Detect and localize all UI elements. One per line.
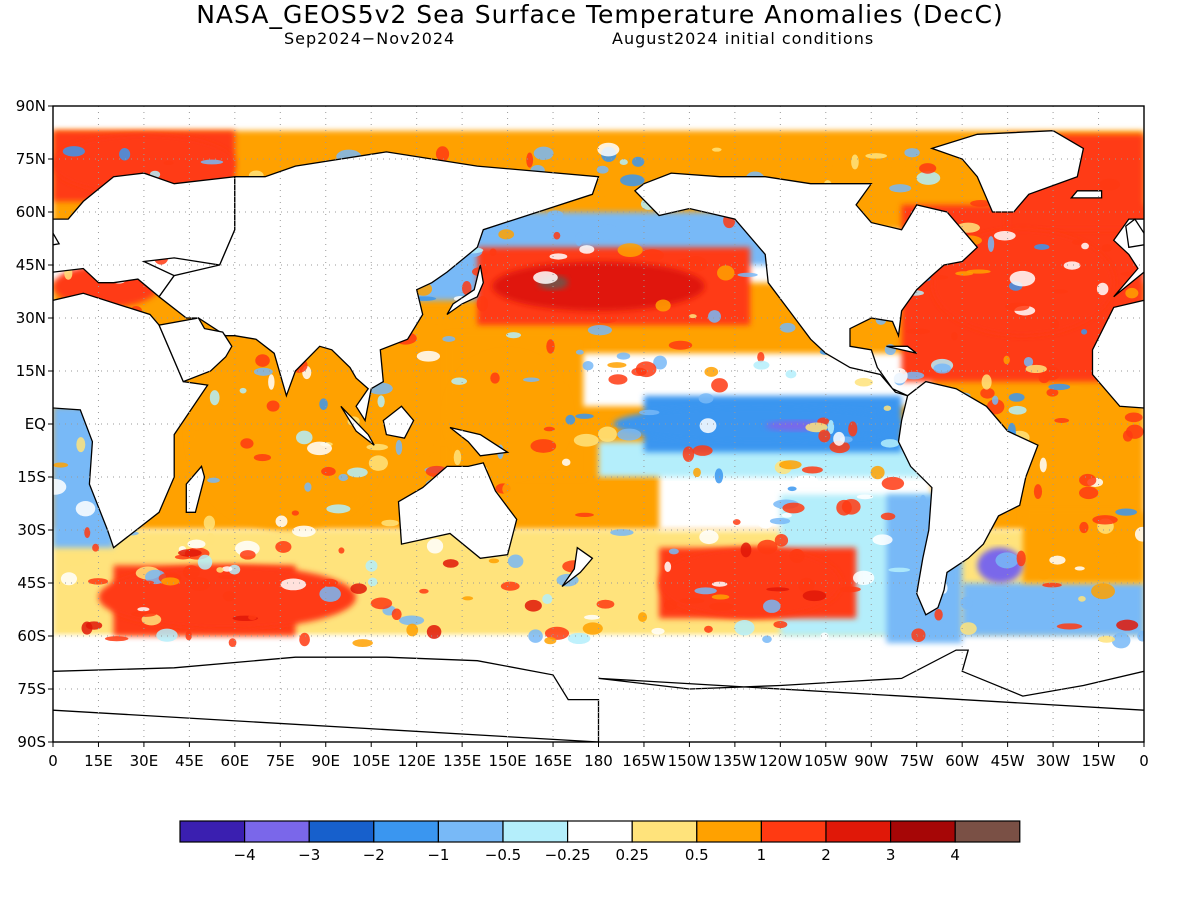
y-tick-label: 60N	[16, 203, 46, 221]
x-tick-label: 15E	[84, 752, 113, 770]
y-tick-label: 30S	[17, 521, 46, 539]
colorbar-label: 2	[821, 846, 831, 864]
namerica-landmass	[633, 172, 979, 397]
x-tick-label: 60W	[945, 752, 979, 770]
colorbar-label: 0.5	[685, 846, 709, 864]
x-tick-label: 120E	[398, 752, 436, 770]
forecast-period: Sep2024−Nov2024	[284, 29, 456, 48]
x-tick-label: 105W	[804, 752, 848, 770]
colorbar-label: −4	[234, 846, 256, 864]
x-tick-label: 135E	[443, 752, 481, 770]
x-tick-label: 90W	[854, 752, 888, 770]
x-tick-label: 105E	[352, 752, 390, 770]
y-tick-label: 75N	[16, 150, 46, 168]
arabia-landmass	[158, 317, 233, 383]
y-tick-label: 45S	[17, 574, 46, 592]
x-tick-label: 75W	[900, 752, 934, 770]
samerica-landmass	[897, 380, 1039, 616]
antarctica-landmass	[53, 656, 600, 742]
x-tick-label: 45E	[175, 752, 204, 770]
cuba-landmass	[886, 345, 918, 354]
anomaly-region	[189, 335, 387, 530]
y-tick-label: 90S	[17, 733, 46, 751]
x-tick-label: 0	[1139, 752, 1149, 770]
initial-conditions: August2024 initial conditions	[612, 29, 875, 48]
madagascar-landmass	[185, 465, 206, 513]
colorbar-swatch	[373, 820, 439, 843]
japan-landmass	[446, 264, 484, 316]
anomaly-region	[446, 353, 569, 477]
x-tick-label: 45W	[991, 752, 1025, 770]
iceland-landmass	[1069, 190, 1103, 199]
y-tick-label: 15S	[17, 468, 46, 486]
colorbar-swatch	[954, 820, 1021, 843]
x-tick-label: 30E	[130, 752, 159, 770]
y-tick-label: 45N	[16, 256, 46, 274]
asia-landmass	[158, 151, 600, 423]
x-tick-label: 90E	[311, 752, 340, 770]
new-zealand-landmass	[561, 546, 594, 588]
sst-anomaly-map: 90N 75N 60N 45N 30N 15N EQ 15S 30S 45S 60S 75S 90S 0…	[0, 97, 1149, 770]
x-tick-label: 165E	[534, 752, 572, 770]
anomaly-region	[53, 134, 235, 195]
x-tick-label: 150W	[668, 752, 712, 770]
colorbar-label: 0.25	[615, 846, 648, 864]
africa-landmass	[1091, 299, 1144, 409]
y-tick-label: 15N	[16, 362, 46, 380]
x-tick-label: 120W	[759, 752, 803, 770]
colorbar-label: 1	[757, 846, 767, 864]
uk-landmass	[1125, 218, 1144, 249]
africa-landmass	[53, 292, 209, 549]
colorbar-label: −2	[363, 846, 385, 864]
australia-landmass	[397, 462, 518, 559]
x-tick-label: 180	[584, 752, 613, 770]
map-title: NASA_GEOS5v2 Sea Surface Temperature Ano…	[196, 0, 1004, 29]
y-tick-label: 60S	[17, 627, 46, 645]
colorbar-label: 3	[886, 846, 896, 864]
y-tick-label: EQ	[25, 415, 46, 433]
colorbar-swatch	[631, 820, 698, 843]
colorbar-swatch	[179, 820, 246, 843]
uk-landmass	[53, 232, 61, 246]
colorbar-label: −0.5	[485, 846, 521, 864]
colorbar-swatch	[308, 820, 375, 843]
x-tick-label: 150E	[489, 752, 527, 770]
x-tick-label: 75E	[266, 752, 295, 770]
anomaly-region	[659, 547, 841, 619]
x-tick-label: 135W	[713, 752, 757, 770]
x-tick-label: 15W	[1082, 752, 1116, 770]
x-tick-label: 30W	[1036, 752, 1070, 770]
x-tick-label: 165W	[622, 752, 666, 770]
colorbar-label: −1	[427, 846, 449, 864]
colorbar-swatch	[760, 820, 827, 843]
indonesia-borneo-landmass	[382, 405, 415, 439]
colorbar-swatch	[502, 820, 569, 843]
colorbar-swatch	[437, 820, 504, 843]
colorbar-swatch	[889, 820, 956, 843]
y-tick-label: 30N	[16, 309, 46, 327]
colorbar-swatch	[825, 820, 892, 843]
colorbar-label: −0.25	[545, 846, 591, 864]
colorbar-label: −3	[298, 846, 320, 864]
new-guinea-landmass	[449, 426, 510, 457]
colorbar-swatch	[566, 820, 633, 843]
iceland-landmass	[0, 191, 11, 198]
antarctica-landmass	[598, 649, 1144, 711]
x-tick-label: 60E	[221, 752, 250, 770]
colorbar-swatch	[244, 820, 310, 843]
y-tick-label: 75S	[17, 680, 46, 698]
colorbar-swatch	[696, 820, 762, 843]
colorbar-label: 4	[950, 846, 960, 864]
x-tick-label: 0	[48, 752, 58, 770]
y-tick-label: 90N	[16, 97, 46, 115]
sumatra-landmass	[340, 405, 375, 446]
